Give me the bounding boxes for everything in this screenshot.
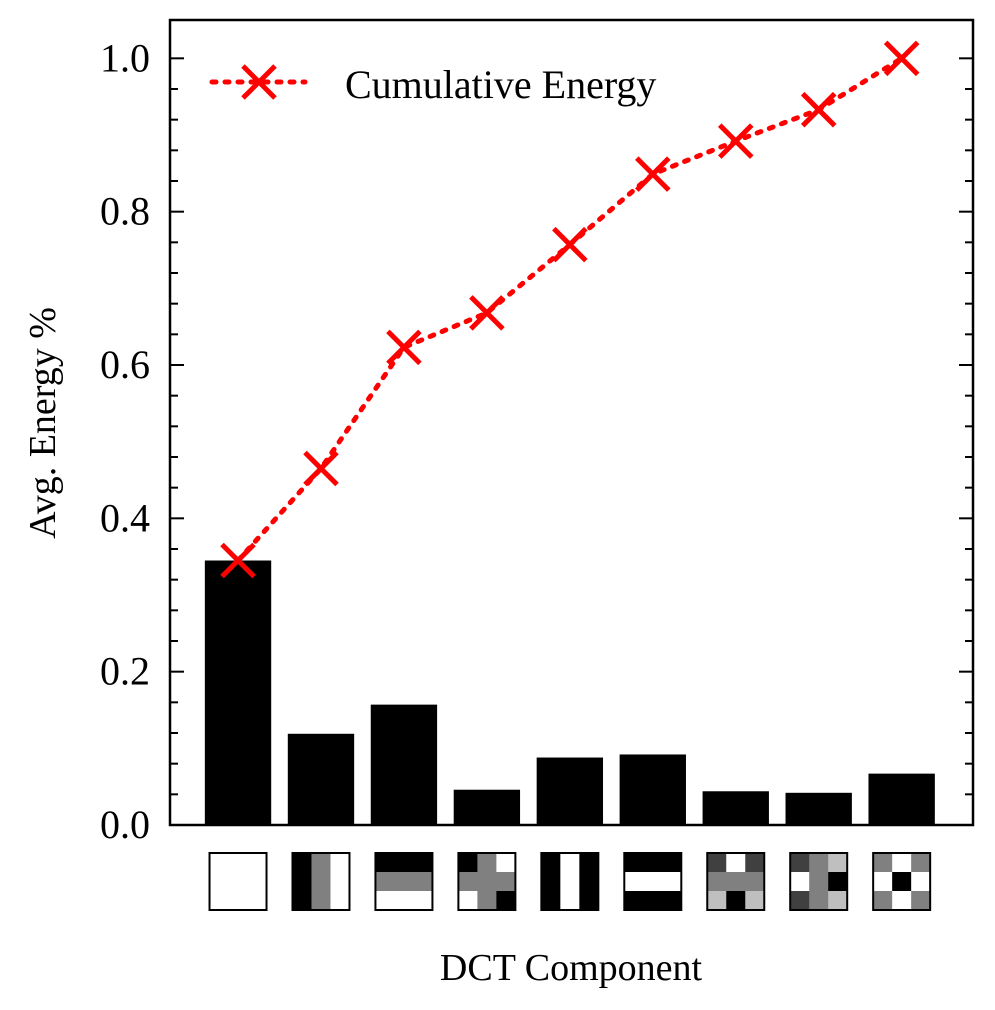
cumulative-marker-9 (883, 40, 920, 77)
bar-2 (287, 733, 355, 825)
y-tick-label-0.8: 0.8 (100, 189, 150, 234)
dct-pattern-2 (291, 852, 351, 911)
y-tick-label-1.0: 1.0 (100, 35, 150, 80)
cumulative-energy-markers (220, 40, 920, 579)
bar-3 (370, 704, 438, 825)
cumulative-marker-2 (303, 450, 339, 487)
y-axis-ticks (170, 57, 973, 826)
y-tick-label-0.2: 0.2 (100, 649, 150, 694)
cumulative-marker-8 (800, 91, 837, 128)
bar-6 (619, 754, 686, 825)
dct-pattern-1 (208, 852, 268, 911)
bar-7 (702, 791, 769, 825)
cumulative-marker-5 (552, 226, 588, 263)
y-axis-tick-labels: 0.0 0.2 0.4 0.6 0.8 1.0 (100, 35, 150, 847)
bar-9 (868, 773, 935, 825)
cumulative-marker-4 (469, 295, 505, 331)
y-tick-label-0.6: 0.6 (100, 342, 150, 387)
dct-pattern-8 (789, 852, 849, 911)
bar-8 (785, 792, 852, 825)
y-tick-label-0.4: 0.4 (100, 495, 150, 540)
bar-series (204, 560, 935, 825)
cumulative-marker-7 (717, 123, 754, 159)
dct-pattern-3 (374, 852, 434, 911)
cumulative-energy-line (235, 55, 905, 563)
dct-pattern-9 (872, 852, 932, 911)
legend-label-cumulative-energy: Cumulative Energy (345, 62, 656, 107)
bar-1 (204, 560, 272, 825)
bar-5 (536, 757, 604, 825)
legend: Cumulative Energy (209, 62, 656, 107)
cumulative-marker-6 (635, 156, 671, 192)
dct-component-patterns (208, 852, 932, 911)
cumulative-marker-3 (386, 329, 422, 366)
legend-x-marker (241, 64, 277, 100)
dct-pattern-5 (540, 852, 600, 911)
plot-frame (168, 18, 975, 827)
y-tick-label-0.0: 0.0 (100, 802, 150, 847)
bar-4 (453, 789, 521, 825)
cumulative-marker-1 (220, 542, 256, 579)
x-axis-label: DCT Component (440, 947, 703, 989)
dct-pattern-4 (457, 852, 517, 911)
y-axis-label: Avg. Energy % (22, 307, 64, 539)
dct-pattern-6 (623, 852, 683, 911)
cumulative-energy-series (220, 40, 920, 579)
dct-pattern-7 (706, 852, 766, 911)
